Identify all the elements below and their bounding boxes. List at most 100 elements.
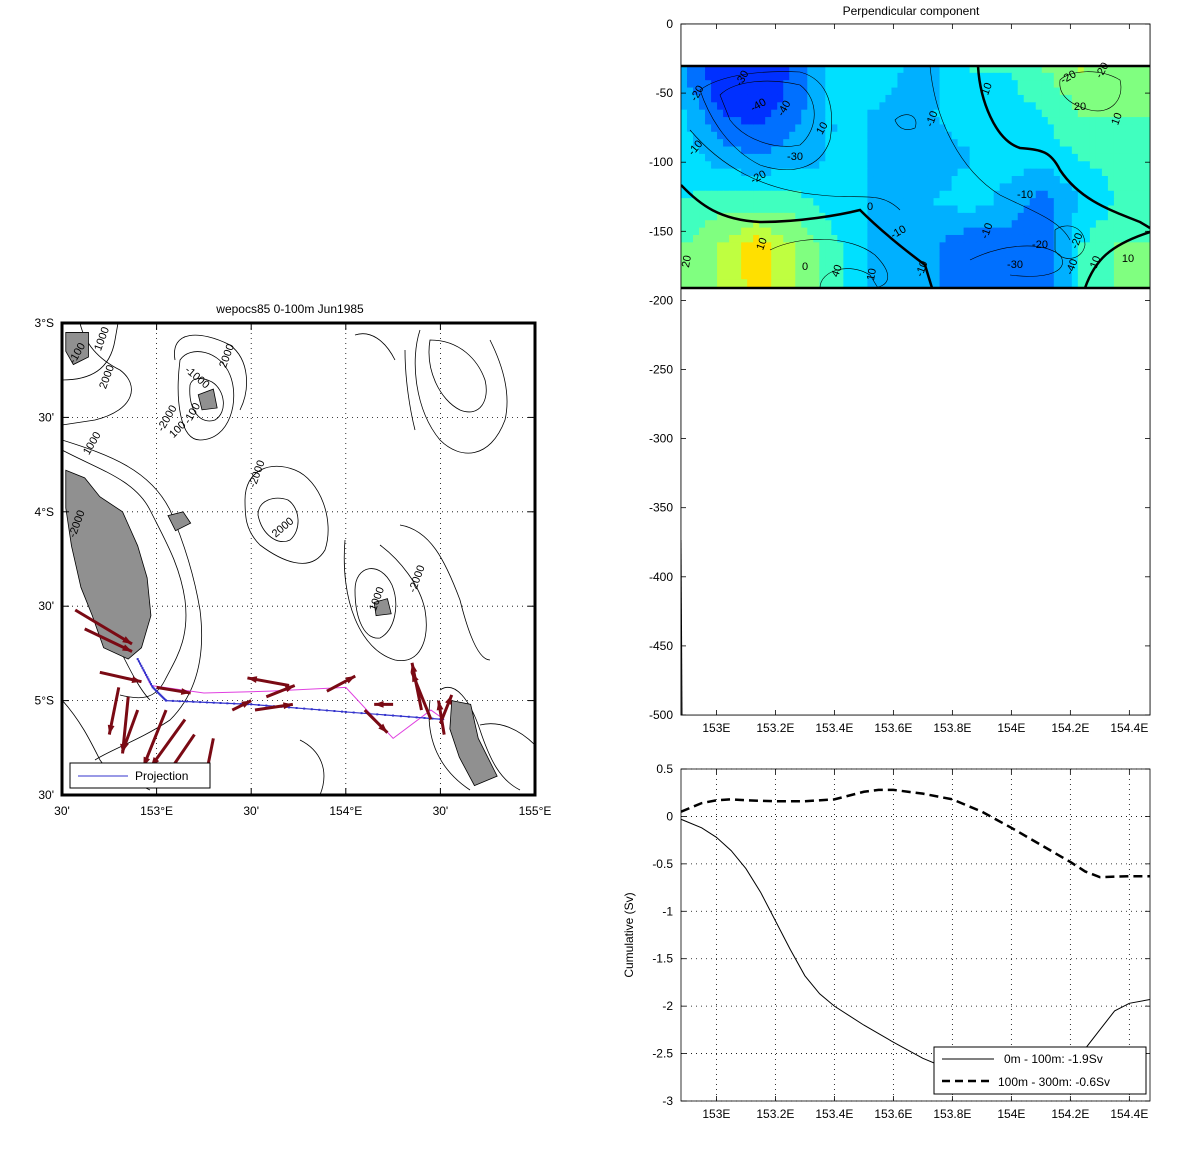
contour-cell: [813, 117, 820, 126]
contour-cell: [987, 212, 995, 221]
projection-marker: [154, 689, 157, 692]
contour-cell: [1089, 279, 1097, 288]
contour-y-tick: -350: [649, 501, 673, 515]
contour-cell: [1119, 109, 1127, 118]
contour-cell: [777, 139, 784, 148]
contour-cell: [1131, 242, 1139, 251]
contour-cell: [1041, 109, 1049, 118]
contour-cell: [741, 139, 748, 148]
contour-cell: [1023, 72, 1031, 81]
contour-cell: [993, 117, 1001, 126]
contour-cell: [903, 102, 911, 111]
contour-cell: [783, 227, 790, 236]
contour-cell: [981, 131, 989, 140]
contour-cell: [885, 124, 893, 133]
contour-cell: [1125, 198, 1133, 207]
contour-cell: [807, 242, 814, 251]
contour-cell: [1053, 124, 1061, 133]
contour-cell: [1077, 146, 1085, 155]
contour-cell: [1023, 227, 1031, 236]
contour-cell: [957, 161, 965, 170]
contour-cell: [1017, 87, 1025, 96]
contour-level-label: 10: [754, 236, 769, 252]
contour-cell: [807, 190, 814, 199]
contour-cell: [849, 227, 856, 236]
contour-cell: [999, 264, 1007, 273]
contour-cell: [1083, 131, 1091, 140]
contour-cell: [1113, 124, 1121, 133]
contour-cell: [747, 109, 754, 118]
contour-cell: [867, 264, 875, 273]
projection-marker: [156, 690, 159, 693]
contour-cell: [1113, 131, 1121, 140]
contour-cell: [1017, 205, 1025, 214]
contour-cell: [693, 205, 700, 214]
contour-cell: [999, 161, 1007, 170]
contour-cell: [807, 161, 814, 170]
contour-cell: [951, 87, 959, 96]
contour-cell: [759, 183, 766, 192]
contour-cell: [1095, 80, 1103, 89]
contour-cell: [693, 212, 700, 221]
map-bathymetry-contours: [62, 323, 535, 795]
contour-cell: [897, 257, 905, 266]
contour-cell: [849, 176, 856, 184]
contour-cell: [783, 190, 790, 199]
contour-cell: [987, 190, 995, 199]
contour-cell: [1083, 264, 1091, 273]
contour-cell: [1005, 146, 1013, 155]
contour-cell: [1089, 227, 1097, 236]
map-lon-tick: 30': [54, 804, 70, 818]
contour-cell: [975, 146, 983, 155]
contour-cell: [705, 190, 712, 199]
projection-marker: [310, 708, 313, 711]
contour-cell: [1047, 139, 1055, 148]
contour-cell: [969, 124, 977, 133]
contour-cell: [681, 168, 688, 177]
contour-cell: [879, 153, 887, 162]
contour-cell: [1047, 131, 1055, 140]
contour-cell: [819, 153, 826, 162]
contour-cell: [837, 87, 844, 96]
contour-cell: [927, 117, 935, 126]
contour-cell: [843, 176, 850, 184]
contour-cell: [1023, 198, 1031, 207]
contour-cell: [951, 227, 959, 236]
contour-cell: [903, 131, 911, 140]
contour-cell: [735, 94, 742, 103]
contour-cell: [999, 72, 1007, 81]
contour-cell: [1029, 131, 1037, 140]
contour-cell: [729, 124, 736, 133]
contour-cell: [927, 257, 935, 266]
contour-cell: [897, 94, 905, 103]
contour-cell: [873, 198, 881, 207]
contour-cell: [1005, 161, 1013, 170]
contour-cell: [825, 146, 832, 155]
contour-cell: [1011, 153, 1019, 162]
contour-cell: [831, 279, 838, 288]
contour-cell: [1035, 161, 1043, 170]
contour-cell: [801, 161, 808, 170]
contour-cell: [1053, 102, 1061, 111]
contour-cell: [825, 153, 832, 162]
contour-cell: [1029, 198, 1037, 207]
contour-cell: [885, 131, 893, 140]
projection-line: [136, 658, 445, 721]
contour-cell: [711, 242, 718, 251]
contour-cell: [741, 66, 748, 74]
contour-cell: [705, 102, 712, 111]
contour-cell: [939, 131, 947, 140]
contour-cell: [945, 80, 953, 89]
contour-cell: [831, 168, 838, 177]
contour-cell: [891, 205, 899, 214]
contour-cell: [759, 234, 766, 243]
contour-cell: [819, 264, 826, 273]
contour-cell: [927, 168, 935, 177]
contour-cell: [735, 190, 742, 199]
contour-cell: [765, 139, 772, 148]
contour-cell: [765, 131, 772, 140]
contour-cell: [771, 220, 778, 229]
contour-cell: [951, 168, 959, 177]
contour-cell: [1131, 257, 1139, 266]
contour-cell: [987, 153, 995, 162]
